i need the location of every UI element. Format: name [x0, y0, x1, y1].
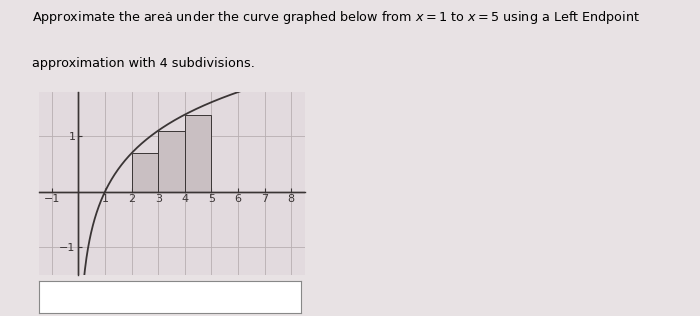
Bar	[158, 131, 185, 191]
Text: approximation with 4 subdivisions.: approximation with 4 subdivisions.	[32, 57, 254, 70]
Text: Approximate the areȧ under the curve graphed below from $x = 1$ to $x = 5$ usin: Approximate the areȧ under the curve gr…	[32, 9, 640, 27]
Bar	[132, 153, 158, 191]
Bar	[185, 115, 211, 191]
